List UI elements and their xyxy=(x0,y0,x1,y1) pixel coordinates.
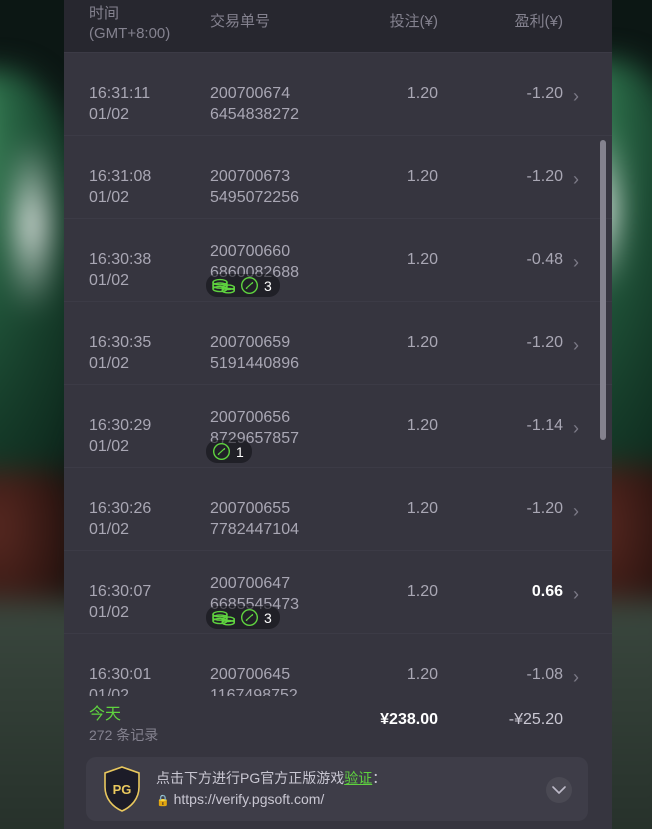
svg-text:PG: PG xyxy=(113,782,132,797)
